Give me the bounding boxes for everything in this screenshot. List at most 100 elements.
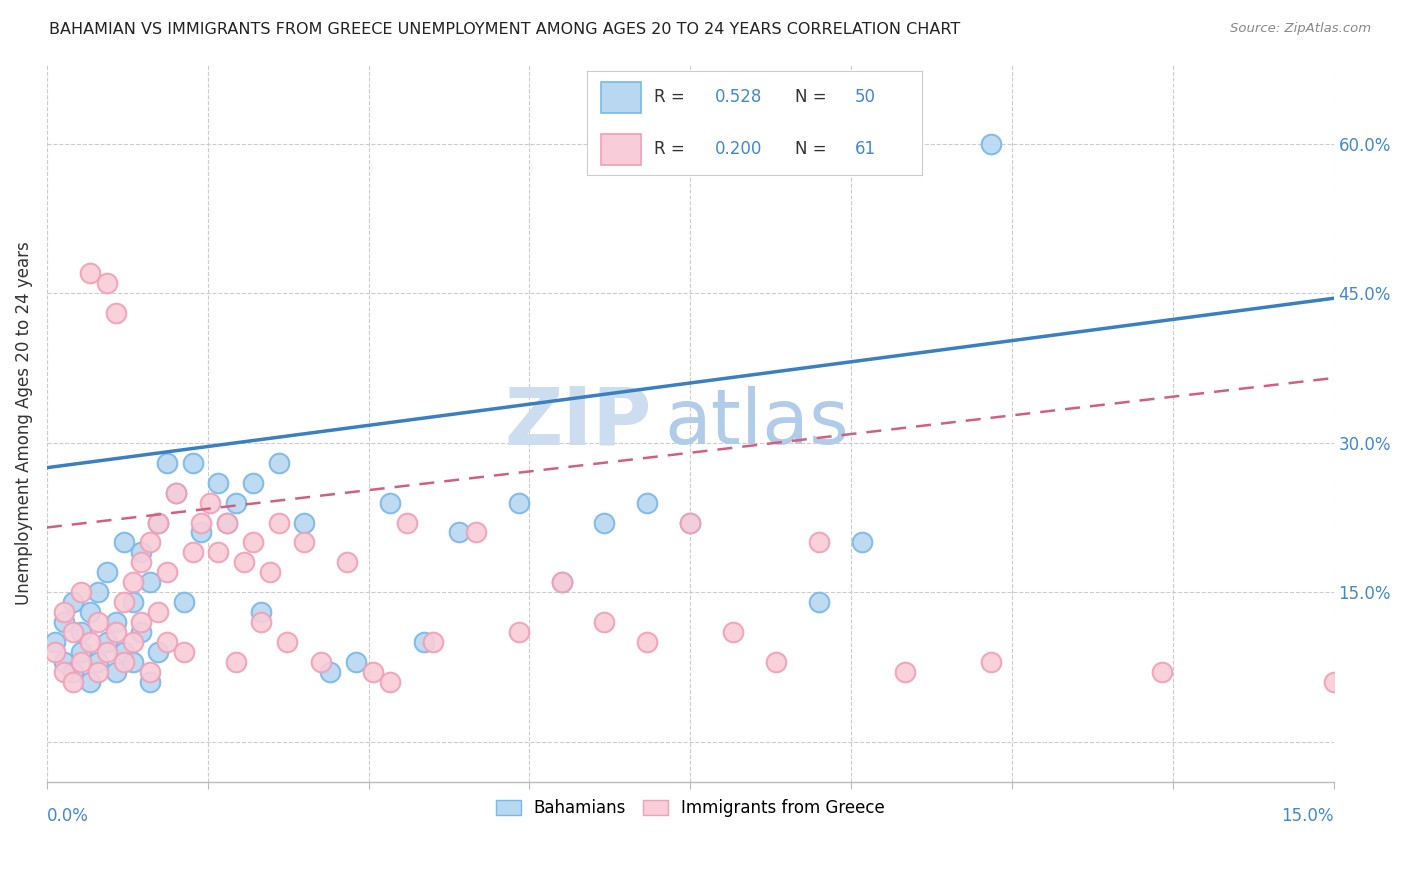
Point [636,635,658,649]
Point [129,625,152,640]
Point [139,575,162,590]
Point [62,675,84,690]
Point [165,485,187,500]
Point [378,495,401,509]
Point [70,645,93,659]
Point [148,516,170,530]
Point [181,456,204,470]
Point [550,575,572,590]
Point [242,535,264,549]
Point [1152,665,1174,679]
Point [250,605,273,619]
Point [979,136,1001,151]
Point [165,485,187,500]
Point [807,595,830,609]
Point [112,595,135,609]
Point [79,635,101,649]
Point [129,545,152,559]
Point [121,655,143,669]
Point [70,585,93,599]
Point [207,545,229,559]
Point [62,665,84,679]
Point [593,615,616,630]
Point [851,535,873,549]
Point [96,645,118,659]
Point [173,645,195,659]
Point [79,266,101,280]
Point [70,655,93,669]
Point [139,665,162,679]
Point [112,655,135,669]
Point [636,495,658,509]
Point [593,516,616,530]
Point [53,605,76,619]
Point [104,625,127,640]
Point [129,615,152,630]
Point [413,635,436,649]
Point [225,495,247,509]
Point [87,615,110,630]
Point [344,655,367,669]
Point [139,675,162,690]
Point [87,665,110,679]
Point [148,645,170,659]
Point [70,625,93,640]
Point [242,475,264,490]
Point [207,475,229,490]
Point [79,675,101,690]
Point [190,516,212,530]
Point [550,575,572,590]
Point [378,675,401,690]
Point [508,495,530,509]
Text: 15.0%: 15.0% [1281,806,1334,824]
Point [276,635,298,649]
Point [336,555,359,569]
Point [53,665,76,679]
Point [104,665,127,679]
Point [233,555,256,569]
Point [1323,675,1346,690]
Point [215,516,238,530]
Point [44,645,66,659]
Point [53,615,76,630]
Point [96,635,118,649]
Point [121,635,143,649]
Point [190,525,212,540]
Point [225,655,247,669]
Point [87,655,110,669]
Point [148,516,170,530]
Point [679,516,702,530]
Text: 0.0%: 0.0% [46,806,89,824]
Point [62,595,84,609]
Point [79,605,101,619]
Point [422,635,444,649]
Point [104,306,127,320]
Point [292,516,315,530]
Text: ZIP: ZIP [505,384,651,462]
Point [104,615,127,630]
Point [447,525,470,540]
Point [765,655,787,669]
Point [112,645,135,659]
Point [62,625,84,640]
Point [508,625,530,640]
Point [267,456,290,470]
Point [319,665,342,679]
Point [250,615,273,630]
Point [181,545,204,559]
Point [173,595,195,609]
Point [292,535,315,549]
Point [156,566,179,580]
Point [148,605,170,619]
Point [893,665,915,679]
Point [129,555,152,569]
Text: atlas: atlas [665,386,849,460]
Point [396,516,419,530]
Point [464,525,486,540]
Point [721,625,744,640]
Point [112,535,135,549]
Text: Source: ZipAtlas.com: Source: ZipAtlas.com [1230,22,1371,36]
Point [311,655,333,669]
Point [96,277,118,291]
Point [361,665,384,679]
